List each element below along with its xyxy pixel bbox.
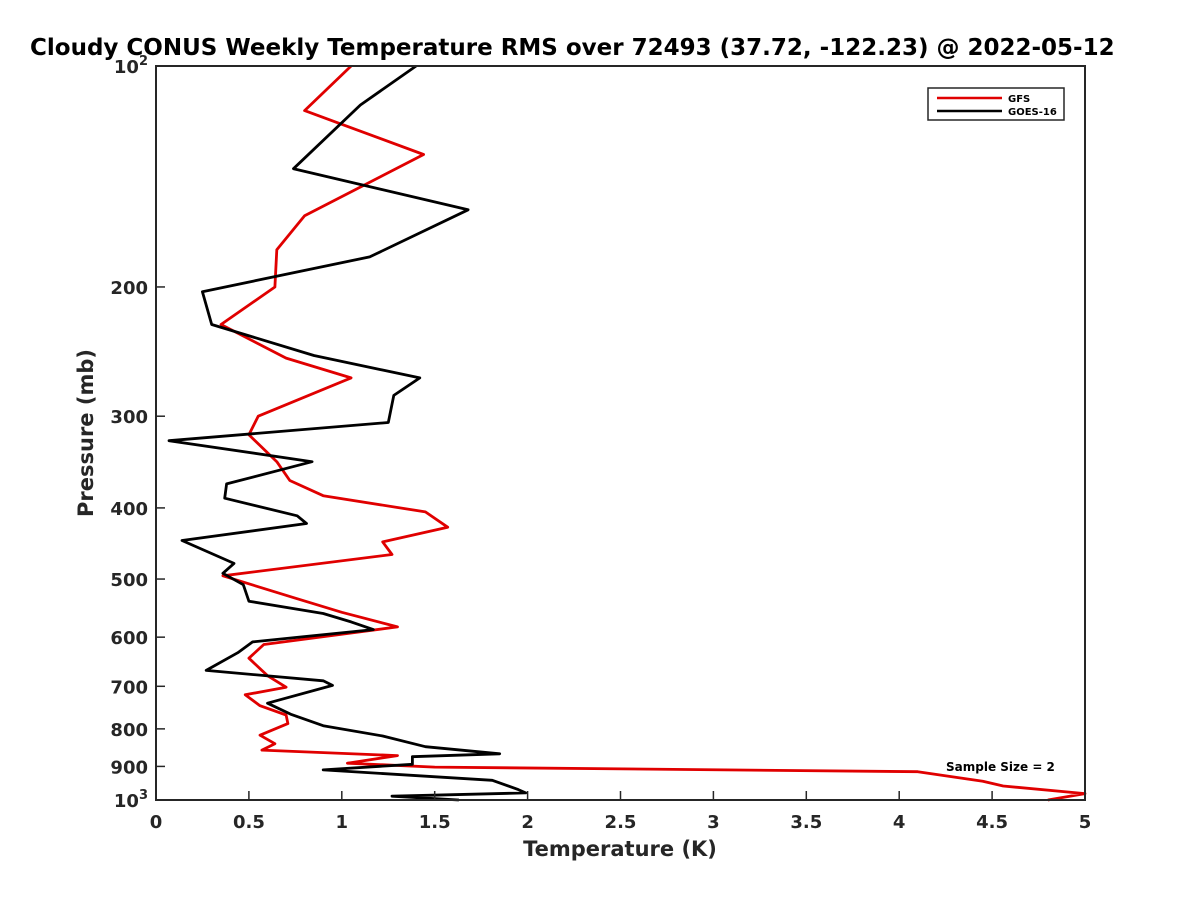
x-tick-label: 3 — [707, 812, 720, 833]
x-tick-label: 4 — [893, 812, 906, 833]
y-tick-label: 500 — [110, 570, 148, 591]
x-tick-label: 0 — [150, 812, 163, 833]
y-tick-label: 600 — [110, 628, 148, 649]
series-line-gfs — [219, 64, 1087, 802]
x-axis-ticks: 0 0.5 1 1.5 2 2.5 3 3.5 4 4.5 5 — [150, 791, 1092, 833]
x-tick-label: 0.5 — [233, 812, 265, 833]
y-axis-label: Pressure (mb) — [74, 349, 98, 517]
x-tick-label: 4.5 — [976, 812, 1008, 833]
legend-label-goes: GOES-16 — [1008, 107, 1057, 118]
legend: GFS GOES-16 — [927, 87, 1065, 121]
x-tick-label: 2.5 — [605, 812, 637, 833]
series-lines — [167, 64, 1087, 802]
x-tick-label: 5 — [1079, 812, 1092, 833]
y-tick-label: 300 — [110, 407, 148, 428]
y-tick-label: 103 — [114, 788, 148, 812]
x-tick-label: 2 — [521, 812, 534, 833]
x-tick-label: 1.5 — [419, 812, 451, 833]
y-tick-label: 200 — [110, 278, 148, 299]
y-tick-label: 800 — [110, 720, 148, 741]
y-axis-ticks: 102 200 300 400 500 600 700 800 900 103 — [110, 54, 165, 812]
plot-frame — [155, 65, 1086, 801]
series-line-goes-16 — [167, 64, 528, 802]
legend-box — [927, 87, 1065, 121]
x-tick-label: 3.5 — [790, 812, 822, 833]
y-tick-label: 400 — [110, 499, 148, 520]
sample-size-annotation: Sample Size = 2 — [946, 760, 1055, 774]
chart-title: Cloudy CONUS Weekly Temperature RMS over… — [30, 35, 1115, 61]
y-tick-label: 700 — [110, 677, 148, 698]
x-tick-label: 1 — [336, 812, 349, 833]
legend-label-gfs: GFS — [1008, 94, 1030, 105]
y-tick-label: 102 — [114, 54, 148, 78]
x-axis-label: Temperature (K) — [523, 837, 717, 861]
y-tick-label: 900 — [110, 757, 148, 778]
